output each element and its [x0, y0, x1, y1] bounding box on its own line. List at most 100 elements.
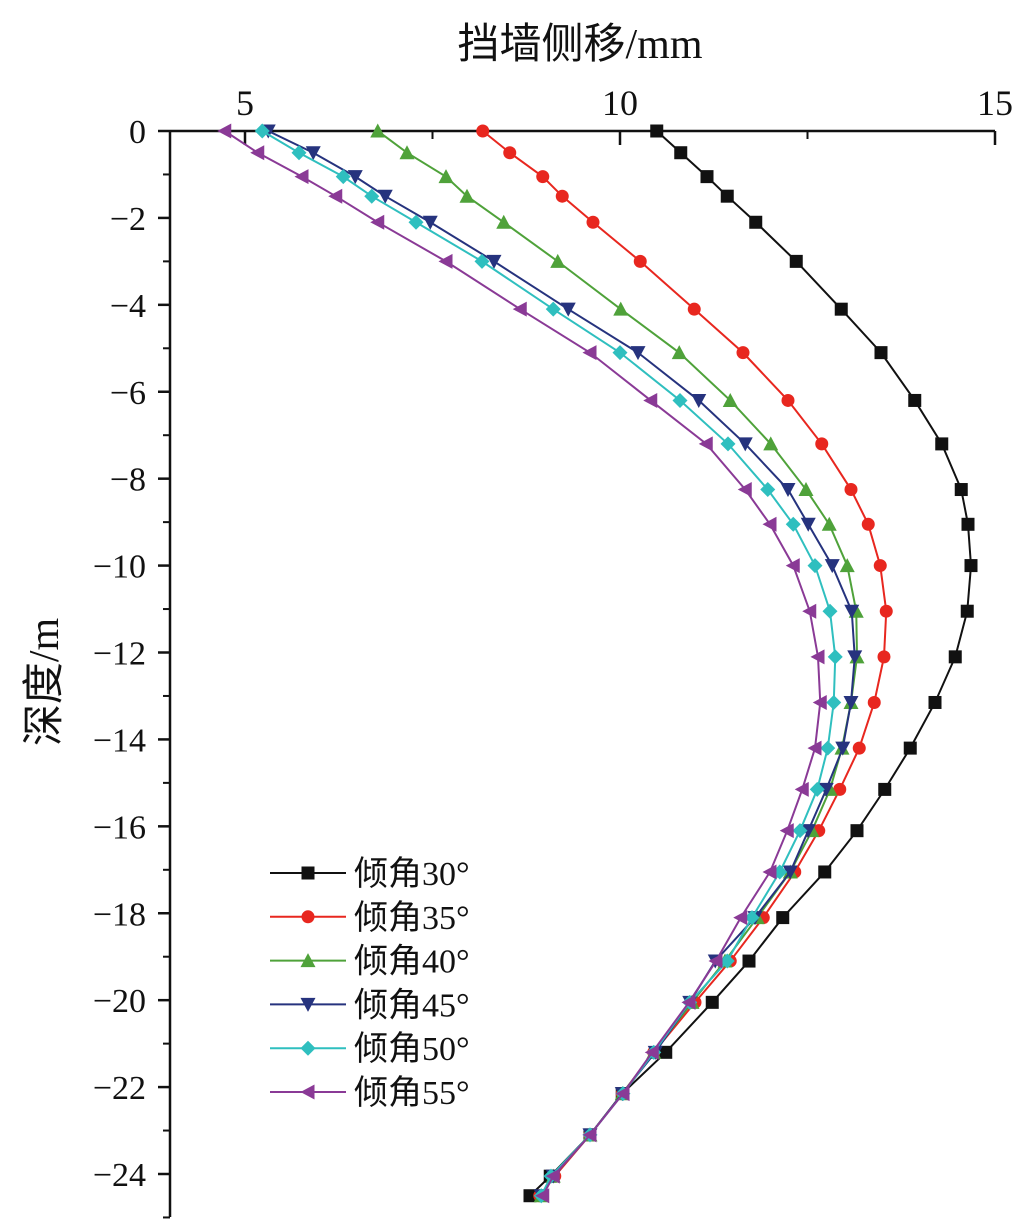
- data-point: [550, 253, 566, 268]
- data-point: [672, 392, 688, 408]
- data-point: [834, 302, 848, 316]
- data-point: [613, 301, 629, 316]
- data-point: [867, 695, 881, 709]
- x-tick-label: 5: [236, 83, 254, 123]
- series-4: [254, 123, 843, 1204]
- y-tick-label: −6: [110, 375, 146, 412]
- legend-marker: [301, 866, 315, 880]
- data-point: [644, 1044, 659, 1060]
- y-tick-label: −2: [110, 201, 146, 238]
- data-point: [847, 650, 863, 665]
- data-point: [698, 436, 713, 452]
- data-point: [736, 346, 750, 360]
- data-point: [964, 559, 978, 573]
- data-point: [254, 123, 270, 139]
- data-point: [408, 214, 424, 230]
- data-point: [582, 1127, 597, 1143]
- legend-marker: [300, 997, 316, 1012]
- y-tick-label: −18: [93, 896, 146, 933]
- data-point: [779, 823, 794, 839]
- data-point: [438, 253, 453, 269]
- data-point: [762, 864, 777, 880]
- data-point: [294, 169, 309, 185]
- data-point: [422, 215, 438, 230]
- y-tick-label: 0: [129, 114, 146, 151]
- data-point: [377, 189, 393, 204]
- data-point: [399, 145, 415, 160]
- data-point: [720, 436, 736, 452]
- data-point: [474, 253, 490, 269]
- data-point: [659, 1045, 673, 1059]
- legend-marker: [300, 1040, 316, 1056]
- data-point: [776, 911, 790, 925]
- data-point: [785, 558, 800, 574]
- data-point: [671, 345, 687, 360]
- data-point: [852, 741, 866, 755]
- data-point: [545, 1168, 560, 1184]
- data-point: [908, 393, 922, 407]
- data-point: [708, 953, 723, 969]
- y-axis-label: 深度/m: [22, 618, 68, 747]
- data-point: [781, 393, 795, 407]
- data-point: [798, 482, 814, 497]
- data-point: [818, 782, 834, 797]
- series-layer: [217, 123, 978, 1204]
- y-tick-label: −8: [110, 462, 146, 499]
- data-point: [760, 482, 776, 498]
- legend-label: 倾角30°: [354, 855, 470, 893]
- series-line: [529, 130, 973, 1197]
- data-point: [586, 215, 600, 229]
- x-tick-label: 10: [602, 83, 638, 123]
- data-point: [874, 346, 888, 360]
- data-point: [850, 824, 864, 838]
- data-point: [800, 517, 816, 532]
- y-tick-label: −14: [93, 722, 146, 759]
- data-point: [878, 782, 892, 796]
- data-point: [839, 558, 855, 573]
- legend-label: 倾角35°: [354, 899, 470, 937]
- axes: 5 10 15 0 −2 −4 −6 −8 −10 −12 −14 −16 −18 −20 −22 −24: [93, 83, 1013, 1219]
- data-point: [691, 393, 707, 408]
- legend-marker: [300, 1084, 315, 1100]
- legend-label: 倾角45°: [354, 986, 470, 1024]
- data-point: [744, 910, 760, 926]
- data-point: [476, 124, 490, 138]
- data-point: [812, 694, 827, 710]
- data-point: [545, 301, 561, 317]
- data-point: [935, 437, 949, 451]
- y-tick-label: −4: [110, 288, 146, 325]
- data-point: [780, 483, 796, 498]
- data-point: [674, 146, 688, 160]
- data-point: [843, 695, 859, 710]
- data-point: [705, 995, 719, 1009]
- series-line: [261, 130, 837, 1197]
- series-1: [476, 124, 893, 1203]
- data-point: [810, 649, 825, 665]
- data-point: [582, 345, 597, 361]
- data-point: [328, 188, 343, 204]
- data-point: [438, 169, 454, 184]
- data-point: [719, 953, 735, 969]
- legend-item: 倾角30°: [270, 855, 470, 893]
- data-point: [535, 1188, 550, 1204]
- data-point: [700, 170, 714, 184]
- data-point: [877, 650, 891, 664]
- data-point: [954, 483, 968, 497]
- data-point: [630, 346, 646, 361]
- y-tick-label: −12: [93, 636, 146, 673]
- legend-label: 倾角40°: [354, 943, 470, 981]
- data-point: [347, 170, 363, 185]
- series-line: [224, 130, 822, 1197]
- legend-item: 倾角55°: [270, 1074, 470, 1112]
- x-axis-label: 挡墙侧移/mm: [457, 22, 702, 68]
- y-tick-label: −16: [93, 809, 146, 846]
- series-3: [260, 124, 863, 1204]
- data-point: [722, 392, 738, 407]
- data-point: [523, 1189, 537, 1203]
- data-point: [844, 604, 860, 619]
- data-point: [335, 169, 351, 185]
- series-5: [217, 123, 827, 1204]
- legend-marker: [301, 910, 315, 924]
- data-point: [833, 782, 847, 796]
